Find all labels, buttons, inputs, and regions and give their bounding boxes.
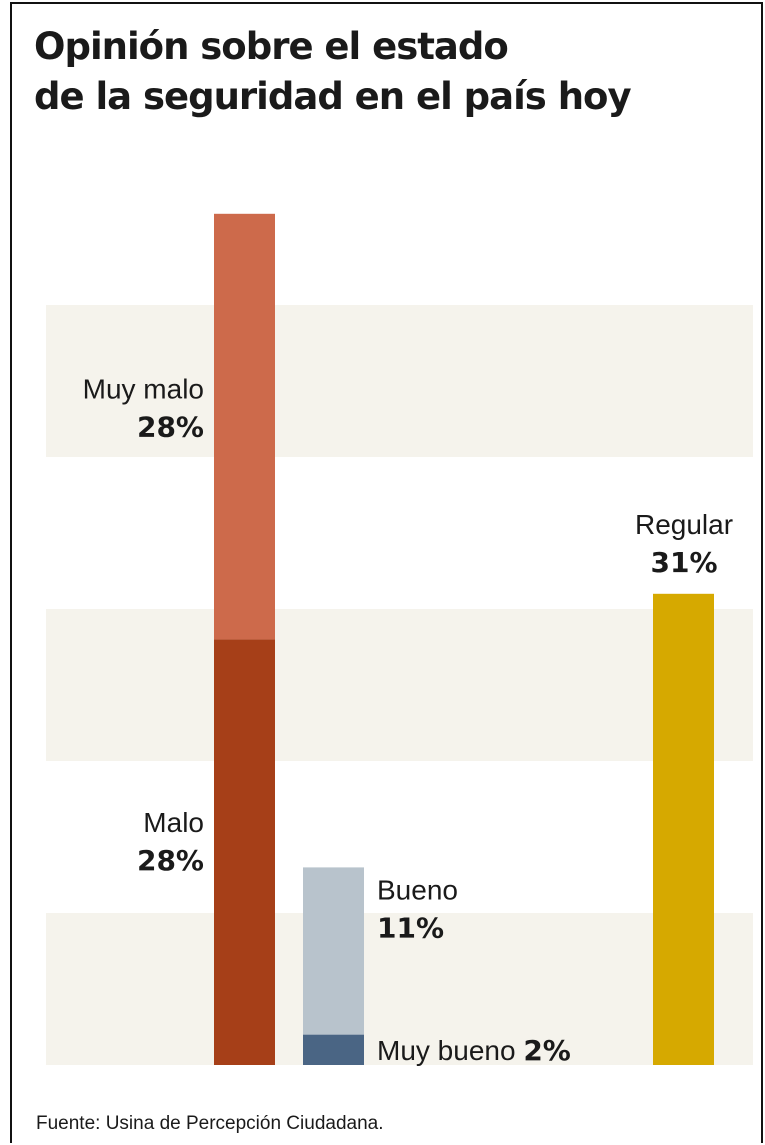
value-regular: 31% — [650, 546, 717, 579]
bar-malo — [214, 639, 275, 1065]
source-note: Fuente: Usina de Percepción Ciudadana. — [36, 1113, 384, 1134]
value-muy-malo: 28% — [137, 411, 204, 444]
label-malo: Malo — [143, 807, 204, 838]
label-regular: Regular — [635, 509, 733, 540]
chart-frame — [10, 2, 763, 1143]
value-malo: 28% — [137, 844, 204, 877]
label-muy-bueno: Muy bueno 2% — [377, 1034, 571, 1067]
value-bueno: 11% — [377, 911, 444, 944]
bar-regular — [653, 593, 714, 1065]
chart-title: Opinión sobre el estado de la seguridad … — [34, 25, 632, 118]
bar-muy-malo — [214, 213, 275, 640]
value-muy-bueno: 2% — [523, 1034, 571, 1067]
bar-bueno — [303, 867, 364, 1035]
grid-band — [46, 305, 753, 457]
label-muy-malo: Muy malo — [83, 374, 204, 405]
label-bueno: Bueno — [377, 874, 458, 905]
bar-muy-bueno — [303, 1034, 364, 1065]
grid-band — [46, 913, 753, 1065]
grid-band — [46, 609, 753, 761]
